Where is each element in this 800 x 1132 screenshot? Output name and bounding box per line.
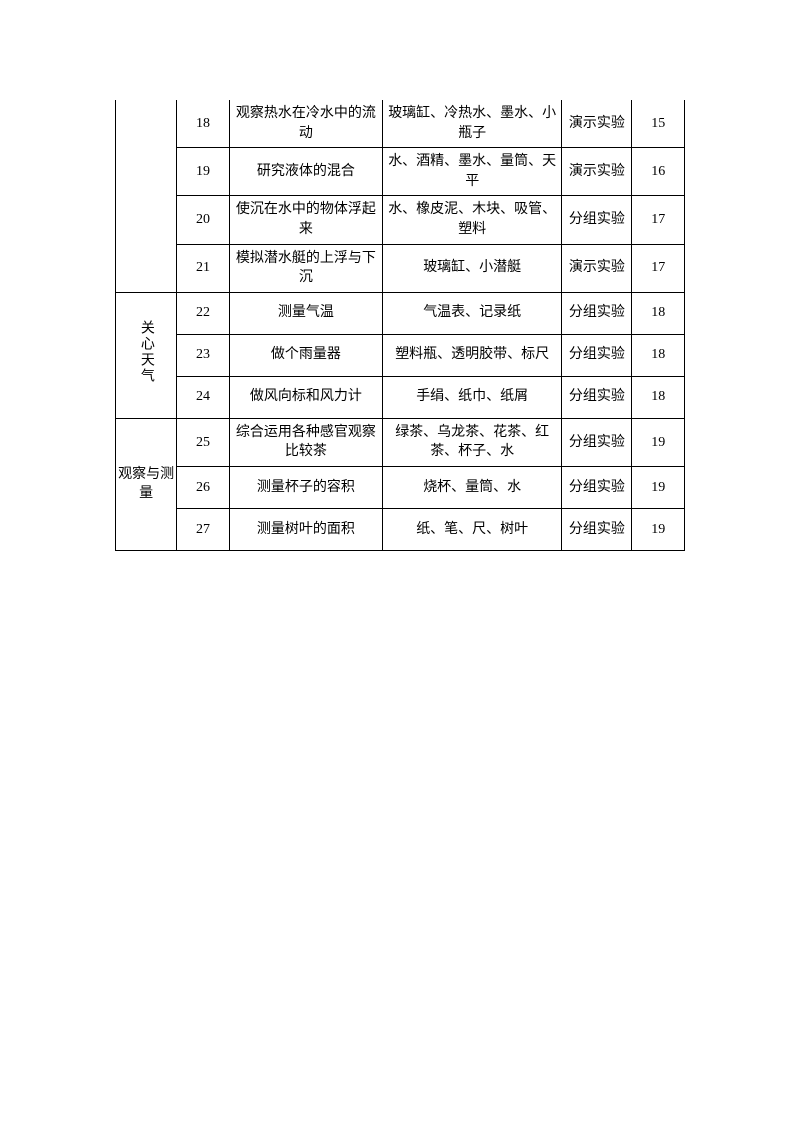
materials-cell: 烧杯、量筒、水 [382, 466, 561, 508]
week-cell: 18 [632, 292, 685, 334]
week-cell: 17 [632, 244, 685, 292]
type-cell: 演示实验 [562, 100, 632, 148]
number-cell: 24 [177, 376, 230, 418]
table-row: 24做风向标和风力计手绢、纸巾、纸屑分组实验18 [116, 376, 685, 418]
type-cell: 分组实验 [562, 334, 632, 376]
type-cell: 分组实验 [562, 196, 632, 244]
type-cell: 分组实验 [562, 376, 632, 418]
table-row: 23做个雨量器塑料瓶、透明胶带、标尺分组实验18 [116, 334, 685, 376]
experiment-name-cell: 测量杯子的容积 [229, 466, 382, 508]
experiment-name-cell: 使沉在水中的物体浮起来 [229, 196, 382, 244]
category-cell: 关心天气 [116, 292, 177, 418]
experiment-name-cell: 做风向标和风力计 [229, 376, 382, 418]
type-cell: 分组实验 [562, 508, 632, 550]
week-cell: 18 [632, 376, 685, 418]
category-cell [116, 100, 177, 292]
number-cell: 22 [177, 292, 230, 334]
experiment-name-cell: 研究液体的混合 [229, 148, 382, 196]
experiment-name-cell: 综合运用各种感官观察比较茶 [229, 418, 382, 466]
type-cell: 分组实验 [562, 418, 632, 466]
table-row: 18观察热水在冷水中的流动玻璃缸、冷热水、墨水、小瓶子演示实验15 [116, 100, 685, 148]
table-row: 关心天气22测量气温气温表、记录纸分组实验18 [116, 292, 685, 334]
category-label: 关心天气 [136, 320, 156, 384]
number-cell: 18 [177, 100, 230, 148]
experiment-name-cell: 测量树叶的面积 [229, 508, 382, 550]
materials-cell: 绿茶、乌龙茶、花茶、红茶、杯子、水 [382, 418, 561, 466]
table-row: 27测量树叶的面积纸、笔、尺、树叶分组实验19 [116, 508, 685, 550]
week-cell: 15 [632, 100, 685, 148]
materials-cell: 玻璃缸、冷热水、墨水、小瓶子 [382, 100, 561, 148]
table-row: 20使沉在水中的物体浮起来水、橡皮泥、木块、吸管、塑料分组实验17 [116, 196, 685, 244]
materials-cell: 气温表、记录纸 [382, 292, 561, 334]
number-cell: 27 [177, 508, 230, 550]
type-cell: 分组实验 [562, 292, 632, 334]
number-cell: 21 [177, 244, 230, 292]
table-row: 21模拟潜水艇的上浮与下沉玻璃缸、小潜艇演示实验17 [116, 244, 685, 292]
materials-cell: 水、酒精、墨水、量筒、天平 [382, 148, 561, 196]
experiment-name-cell: 测量气温 [229, 292, 382, 334]
number-cell: 25 [177, 418, 230, 466]
materials-cell: 玻璃缸、小潜艇 [382, 244, 561, 292]
experiment-name-cell: 做个雨量器 [229, 334, 382, 376]
materials-cell: 纸、笔、尺、树叶 [382, 508, 561, 550]
week-cell: 16 [632, 148, 685, 196]
number-cell: 26 [177, 466, 230, 508]
materials-cell: 塑料瓶、透明胶带、标尺 [382, 334, 561, 376]
number-cell: 20 [177, 196, 230, 244]
materials-cell: 水、橡皮泥、木块、吸管、塑料 [382, 196, 561, 244]
number-cell: 23 [177, 334, 230, 376]
week-cell: 19 [632, 418, 685, 466]
week-cell: 19 [632, 466, 685, 508]
number-cell: 19 [177, 148, 230, 196]
type-cell: 演示实验 [562, 148, 632, 196]
experiment-table: 18观察热水在冷水中的流动玻璃缸、冷热水、墨水、小瓶子演示实验1519研究液体的… [115, 100, 685, 551]
table-row: 26测量杯子的容积烧杯、量筒、水分组实验19 [116, 466, 685, 508]
week-cell: 19 [632, 508, 685, 550]
type-cell: 演示实验 [562, 244, 632, 292]
experiment-name-cell: 模拟潜水艇的上浮与下沉 [229, 244, 382, 292]
week-cell: 18 [632, 334, 685, 376]
materials-cell: 手绢、纸巾、纸屑 [382, 376, 561, 418]
table-row: 观察与测量25综合运用各种感官观察比较茶绿茶、乌龙茶、花茶、红茶、杯子、水分组实… [116, 418, 685, 466]
experiment-name-cell: 观察热水在冷水中的流动 [229, 100, 382, 148]
week-cell: 17 [632, 196, 685, 244]
table-row: 19研究液体的混合水、酒精、墨水、量筒、天平演示实验16 [116, 148, 685, 196]
type-cell: 分组实验 [562, 466, 632, 508]
category-cell: 观察与测量 [116, 418, 177, 550]
